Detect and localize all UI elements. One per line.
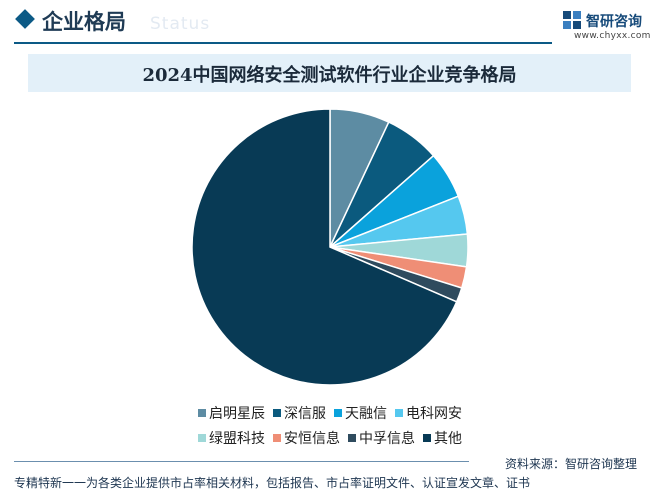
logo: 智研咨询 www.chyxx.com (562, 8, 654, 44)
legend-item: 深信服 (273, 403, 326, 423)
legend-swatch (334, 409, 342, 417)
legend-label: 中孚信息 (359, 431, 415, 447)
legend-row-1: 启明星辰 深信服 天融信 电科网安 (150, 403, 510, 423)
legend-row-2: 绿盟科技 安恒信息 中孚信息 其他 (150, 428, 510, 448)
source-note: 资料来源：智研咨询整理 (505, 457, 638, 471)
legend-label: 深信服 (284, 406, 326, 422)
legend-item: 电科网安 (395, 403, 462, 423)
chart-title-band: 2024中国网络安全测试软件行业企业竞争格局 (28, 54, 631, 92)
legend-label: 安恒信息 (284, 431, 340, 447)
legend-swatch (198, 409, 206, 417)
footer-rule (14, 461, 469, 462)
legend-label: 其他 (434, 431, 462, 447)
legend-swatch (198, 434, 206, 442)
logo-url: www.chyxx.com (574, 31, 651, 41)
legend-label: 绿盟科技 (209, 431, 265, 447)
section-title-en: Status (150, 14, 211, 34)
legend-item: 天融信 (334, 403, 387, 423)
header: 企业格局 Status 智研咨询 www.chyxx.com (0, 0, 659, 44)
pie-slice-8 (191, 108, 458, 386)
legend-label: 天融信 (345, 406, 387, 422)
chart-title: 2024中国网络安全测试软件行业企业竞争格局 (142, 65, 517, 86)
legend-item: 安恒信息 (273, 428, 340, 448)
legend-label: 电科网安 (406, 406, 462, 422)
logo-name: 智研咨询 (586, 14, 642, 30)
legend-item: 绿盟科技 (198, 428, 265, 448)
diamond-icon (15, 9, 35, 29)
legend-item: 其他 (423, 428, 462, 448)
legend-item: 中孚信息 (348, 428, 415, 448)
header-rule (14, 42, 552, 44)
legend-swatch (423, 434, 431, 442)
legend-swatch (273, 409, 281, 417)
section-title: 企业格局 (42, 10, 126, 34)
legend-swatch (395, 409, 403, 417)
legend-label: 启明星辰 (209, 406, 265, 422)
legend-swatch (348, 434, 356, 442)
legend-swatch (273, 434, 281, 442)
logo-mark-icon (563, 11, 581, 29)
pie-chart (191, 108, 469, 386)
legend-item: 启明星辰 (198, 403, 265, 423)
footer-note: 专精特新一一为各类企业提供市占率相关材料，包括报告、市占率证明文件、认证宣发文章… (14, 476, 531, 490)
